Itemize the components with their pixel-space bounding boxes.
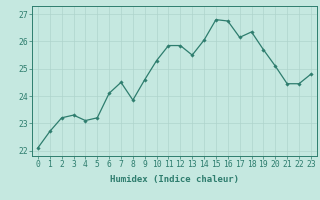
X-axis label: Humidex (Indice chaleur): Humidex (Indice chaleur) [110, 175, 239, 184]
